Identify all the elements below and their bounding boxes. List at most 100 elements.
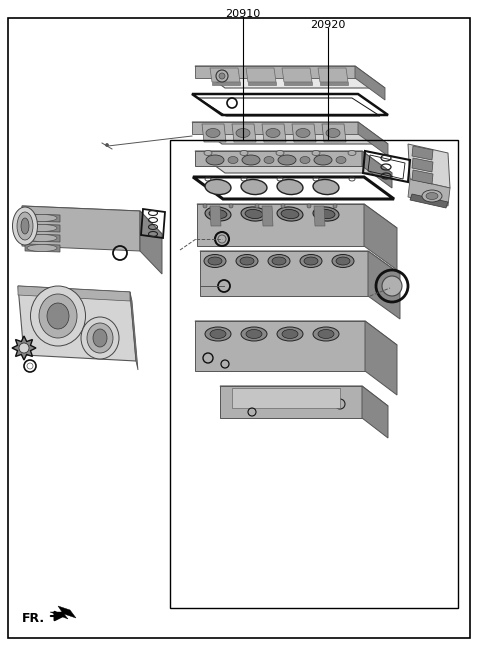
Ellipse shape (208, 257, 222, 265)
Ellipse shape (422, 190, 442, 202)
Ellipse shape (27, 224, 57, 232)
Polygon shape (192, 122, 388, 144)
Ellipse shape (336, 257, 350, 265)
Ellipse shape (87, 323, 113, 353)
Ellipse shape (206, 155, 224, 165)
Ellipse shape (31, 286, 85, 346)
Ellipse shape (426, 192, 438, 199)
Polygon shape (262, 206, 273, 226)
Polygon shape (12, 336, 36, 360)
Ellipse shape (317, 209, 335, 218)
Ellipse shape (47, 303, 69, 329)
Polygon shape (202, 124, 226, 142)
Polygon shape (410, 194, 448, 208)
Polygon shape (412, 170, 433, 184)
Ellipse shape (266, 129, 280, 138)
Text: 20910: 20910 (226, 9, 261, 19)
Ellipse shape (318, 329, 334, 338)
Polygon shape (130, 292, 138, 370)
Ellipse shape (205, 327, 231, 341)
Polygon shape (412, 146, 433, 160)
Text: FR.: FR. (22, 611, 45, 625)
Ellipse shape (228, 157, 238, 163)
Ellipse shape (348, 150, 356, 155)
Polygon shape (192, 122, 358, 134)
Polygon shape (195, 66, 355, 78)
Circle shape (335, 399, 345, 409)
Ellipse shape (93, 329, 107, 347)
Polygon shape (210, 68, 240, 82)
Ellipse shape (268, 255, 290, 268)
Polygon shape (25, 244, 60, 252)
Ellipse shape (17, 212, 33, 240)
Ellipse shape (241, 207, 267, 221)
Polygon shape (25, 224, 60, 232)
Ellipse shape (242, 155, 260, 165)
Polygon shape (18, 286, 130, 301)
Ellipse shape (204, 255, 226, 268)
Ellipse shape (313, 327, 339, 341)
Polygon shape (195, 151, 362, 166)
Polygon shape (408, 144, 450, 188)
Ellipse shape (204, 150, 212, 155)
Polygon shape (220, 386, 362, 418)
Polygon shape (232, 124, 256, 142)
Ellipse shape (21, 218, 29, 234)
Ellipse shape (236, 129, 250, 138)
Ellipse shape (281, 209, 299, 218)
Ellipse shape (27, 245, 57, 251)
Ellipse shape (246, 329, 262, 338)
Polygon shape (362, 386, 388, 438)
Ellipse shape (241, 180, 267, 195)
Ellipse shape (314, 155, 332, 165)
Polygon shape (25, 234, 60, 242)
Ellipse shape (236, 255, 258, 268)
Polygon shape (282, 68, 312, 82)
Ellipse shape (264, 157, 274, 163)
Polygon shape (364, 204, 397, 270)
Ellipse shape (27, 234, 57, 241)
Ellipse shape (206, 129, 220, 138)
Polygon shape (408, 179, 450, 206)
Ellipse shape (313, 207, 339, 221)
Polygon shape (210, 206, 221, 226)
Circle shape (255, 204, 259, 208)
Ellipse shape (312, 150, 320, 155)
Polygon shape (412, 158, 433, 172)
Polygon shape (362, 151, 392, 188)
Ellipse shape (300, 157, 310, 163)
Polygon shape (284, 82, 312, 85)
Ellipse shape (326, 129, 340, 138)
Polygon shape (320, 82, 348, 85)
Ellipse shape (210, 329, 226, 338)
Ellipse shape (296, 129, 310, 138)
Text: 20920: 20920 (310, 20, 346, 30)
Bar (170, 140, 458, 608)
Circle shape (19, 343, 29, 353)
Circle shape (229, 204, 233, 208)
Polygon shape (262, 124, 286, 142)
Ellipse shape (27, 215, 57, 222)
Polygon shape (200, 251, 400, 274)
Polygon shape (292, 124, 316, 142)
Polygon shape (248, 82, 276, 85)
Polygon shape (22, 206, 162, 234)
Ellipse shape (81, 317, 119, 359)
Ellipse shape (277, 207, 303, 221)
Ellipse shape (277, 327, 303, 341)
Polygon shape (212, 82, 240, 85)
Polygon shape (318, 68, 348, 82)
Polygon shape (195, 321, 397, 345)
Ellipse shape (277, 180, 303, 195)
Polygon shape (200, 251, 368, 296)
Ellipse shape (336, 157, 346, 163)
Polygon shape (220, 386, 388, 406)
Polygon shape (358, 122, 388, 156)
Polygon shape (232, 388, 340, 408)
Circle shape (216, 70, 228, 82)
Ellipse shape (278, 155, 296, 165)
Ellipse shape (272, 257, 286, 265)
Circle shape (307, 204, 311, 208)
Polygon shape (195, 66, 385, 88)
Circle shape (106, 144, 108, 146)
